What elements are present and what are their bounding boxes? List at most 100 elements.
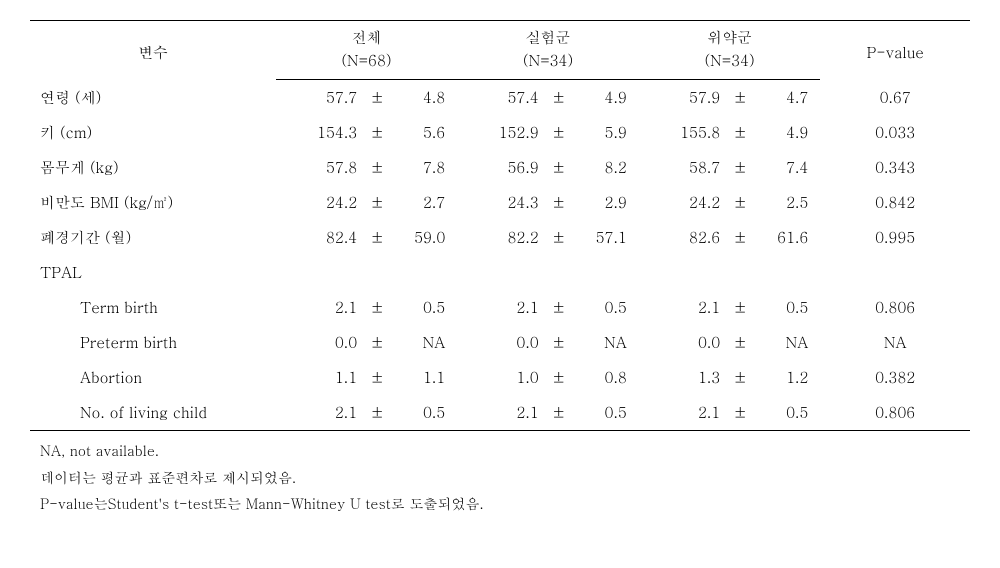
cell-mean: 152.9 bbox=[457, 115, 542, 150]
cell-mean: 57.4 bbox=[457, 80, 542, 116]
cell-mean bbox=[639, 255, 724, 290]
cell-sd: 1.2 bbox=[756, 360, 820, 395]
cell-pm: ± bbox=[543, 220, 575, 255]
cell-pm bbox=[724, 255, 756, 290]
cell-pm: ± bbox=[543, 290, 575, 325]
row-variable: TPAL bbox=[30, 255, 276, 290]
cell-pm: ± bbox=[361, 290, 393, 325]
cell-mean: 24.2 bbox=[276, 185, 361, 220]
row-variable: 몸무게 (kg) bbox=[30, 150, 276, 185]
cell-mean: 2.1 bbox=[639, 395, 724, 431]
cell-mean: 2.1 bbox=[457, 290, 542, 325]
cell-sd: 4.9 bbox=[756, 115, 820, 150]
cell-sd bbox=[756, 255, 820, 290]
cell-pm: ± bbox=[724, 325, 756, 360]
col-var-label: 변수 bbox=[30, 21, 276, 80]
cell-pm: ± bbox=[361, 220, 393, 255]
cell-mean: 57.8 bbox=[276, 150, 361, 185]
row-variable: No. of living child bbox=[30, 395, 276, 431]
table-row: 폐경기간 (월)82.4±59.082.2±57.182.6±61.60.995 bbox=[30, 220, 970, 255]
cell-mean: 0.0 bbox=[639, 325, 724, 360]
cell-mean: 82.4 bbox=[276, 220, 361, 255]
cell-mean: 155.8 bbox=[639, 115, 724, 150]
cell-mean: 2.1 bbox=[639, 290, 724, 325]
cell-sd: 4.7 bbox=[756, 80, 820, 116]
table-header: 변수 전체 실험군 위약군 P-value (N=68) (N=34) (N=3… bbox=[30, 21, 970, 80]
cell-sd: 8.2 bbox=[575, 150, 639, 185]
cell-sd: 2.5 bbox=[756, 185, 820, 220]
cell-mean: 1.3 bbox=[639, 360, 724, 395]
cell-sd: 59.0 bbox=[393, 220, 457, 255]
cell-mean: 0.0 bbox=[276, 325, 361, 360]
cell-sd: 0.5 bbox=[575, 290, 639, 325]
cell-pm: ± bbox=[361, 150, 393, 185]
cell-pm: ± bbox=[543, 115, 575, 150]
cell-pm: ± bbox=[724, 220, 756, 255]
table-body: 연령 (세)57.7±4.857.4±4.957.9±4.70.67키 (cm)… bbox=[30, 80, 970, 431]
cell-sd: 5.6 bbox=[393, 115, 457, 150]
cell-sd: 0.8 bbox=[575, 360, 639, 395]
cell-mean: 58.7 bbox=[639, 150, 724, 185]
cell-pvalue: 0.806 bbox=[820, 395, 970, 431]
table-row: 키 (cm)154.3±5.6152.9±5.9155.8±4.90.033 bbox=[30, 115, 970, 150]
row-variable: 연령 (세) bbox=[30, 80, 276, 116]
table-row: Term birth2.1±0.52.1±0.52.1±0.50.806 bbox=[30, 290, 970, 325]
cell-pm: ± bbox=[543, 80, 575, 116]
col-group-0-n: (N=68) bbox=[276, 50, 458, 80]
cell-sd: NA bbox=[575, 325, 639, 360]
cell-pm: ± bbox=[724, 360, 756, 395]
cell-mean: 154.3 bbox=[276, 115, 361, 150]
cell-mean: 57.7 bbox=[276, 80, 361, 116]
cell-pm: ± bbox=[724, 290, 756, 325]
cell-mean bbox=[457, 255, 542, 290]
cell-pvalue: 0.382 bbox=[820, 360, 970, 395]
cell-pm bbox=[361, 255, 393, 290]
cell-pvalue: NA bbox=[820, 325, 970, 360]
row-variable: Term birth bbox=[30, 290, 276, 325]
footnotes: NA, not available.데이터는 평균과 표준편차로 제시되었음.P… bbox=[30, 437, 970, 517]
cell-mean: 2.1 bbox=[276, 395, 361, 431]
cell-mean: 24.2 bbox=[639, 185, 724, 220]
cell-pm: ± bbox=[724, 185, 756, 220]
cell-sd: 4.8 bbox=[393, 80, 457, 116]
cell-sd: 61.6 bbox=[756, 220, 820, 255]
col-group-1-label: 실험군 bbox=[457, 21, 639, 51]
cell-pm: ± bbox=[724, 80, 756, 116]
cell-mean: 1.1 bbox=[276, 360, 361, 395]
col-group-1-n: (N=34) bbox=[457, 50, 639, 80]
cell-mean: 2.1 bbox=[276, 290, 361, 325]
cell-mean: 24.3 bbox=[457, 185, 542, 220]
cell-pvalue: 0.033 bbox=[820, 115, 970, 150]
row-variable: Preterm birth bbox=[30, 325, 276, 360]
cell-pm: ± bbox=[724, 395, 756, 431]
row-variable: 키 (cm) bbox=[30, 115, 276, 150]
cell-pvalue: 0.995 bbox=[820, 220, 970, 255]
cell-sd: 0.5 bbox=[393, 290, 457, 325]
cell-pvalue: 0.67 bbox=[820, 80, 970, 116]
cell-sd: 7.8 bbox=[393, 150, 457, 185]
col-group-2-label: 위약군 bbox=[639, 21, 821, 51]
table-row: Abortion1.1±1.11.0±0.81.3±1.20.382 bbox=[30, 360, 970, 395]
cell-pvalue: 0.343 bbox=[820, 150, 970, 185]
cell-sd: 57.1 bbox=[575, 220, 639, 255]
table-row: 연령 (세)57.7±4.857.4±4.957.9±4.70.67 bbox=[30, 80, 970, 116]
table-row: No. of living child2.1±0.52.1±0.52.1±0.5… bbox=[30, 395, 970, 431]
table-row: 비만도 BMI (kg/㎡)24.2±2.724.3±2.924.2±2.50.… bbox=[30, 185, 970, 220]
cell-pm: ± bbox=[361, 115, 393, 150]
cell-mean: 82.2 bbox=[457, 220, 542, 255]
cell-sd: 1.1 bbox=[393, 360, 457, 395]
cell-pm: ± bbox=[543, 395, 575, 431]
cell-pvalue: 0.842 bbox=[820, 185, 970, 220]
col-group-2-n: (N=34) bbox=[639, 50, 821, 80]
cell-pm: ± bbox=[543, 150, 575, 185]
cell-sd: 5.9 bbox=[575, 115, 639, 150]
cell-sd: NA bbox=[393, 325, 457, 360]
row-variable: 비만도 BMI (kg/㎡) bbox=[30, 185, 276, 220]
cell-pm bbox=[543, 255, 575, 290]
cell-pm: ± bbox=[543, 325, 575, 360]
cell-pm: ± bbox=[361, 185, 393, 220]
cell-sd bbox=[575, 255, 639, 290]
cell-sd: 2.7 bbox=[393, 185, 457, 220]
table-row: 몸무게 (kg)57.8±7.856.9±8.258.7±7.40.343 bbox=[30, 150, 970, 185]
cell-mean: 57.9 bbox=[639, 80, 724, 116]
